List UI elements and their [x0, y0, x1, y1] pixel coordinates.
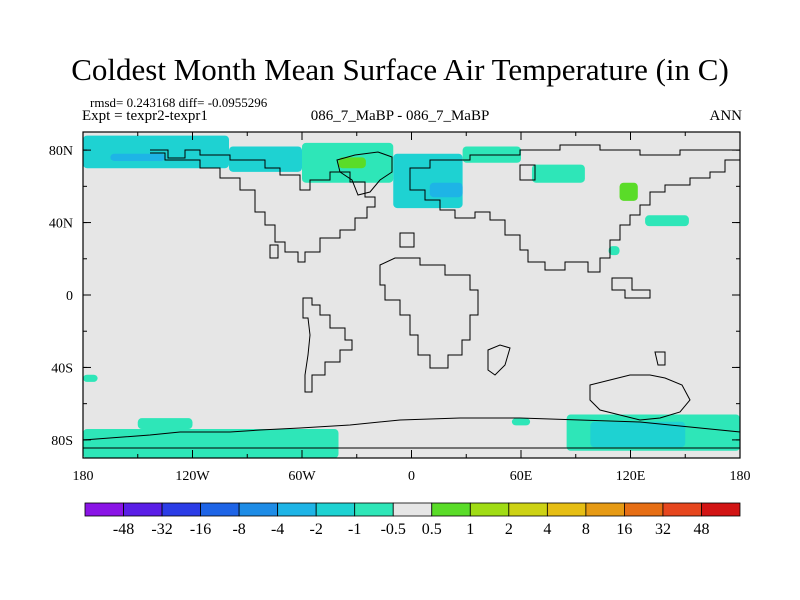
colorbar-label-15: 48: [693, 521, 709, 538]
colorbar-label-4: -4: [271, 521, 284, 538]
coastline-se-asia: [611, 277, 651, 299]
stats-label: rmsd= 0.243168 diff= -0.0955296: [90, 95, 268, 110]
y-axis: 80N 40N 0 40S 80S: [49, 144, 740, 449]
colorbar-box-7: [354, 502, 394, 517]
colorbar-box-8: [392, 502, 433, 517]
colorbar-box-6: [315, 502, 356, 517]
x-tick-label-1: 120W: [175, 469, 210, 484]
anomaly-region-6: [429, 182, 463, 198]
y-tick-label-4: 80S: [51, 434, 73, 449]
colorbar-label-9: 1: [466, 521, 474, 538]
coastline-new-zealand: [654, 351, 666, 366]
anomaly-region-2: [229, 146, 302, 172]
x-tick-label-6: 180: [730, 469, 751, 484]
x-axis: 180 120W 60W 0 60E 120E 180: [73, 132, 751, 484]
colorbar-label-5: -2: [310, 521, 323, 538]
coastline-island-3: [519, 164, 536, 181]
colorbar-label-8: 0.5: [422, 521, 442, 538]
anomaly-region-12: [83, 374, 98, 382]
colorbar-label-0: -48: [113, 521, 134, 538]
coastline-north-america: [150, 149, 376, 263]
anomaly-region-1: [110, 153, 166, 161]
colorbar: -48 -32 -16 -8 -4 -2 -1 -0.5 0.5 1 2 4 8 16 32 48: [84, 502, 741, 538]
coastline-greenland: [336, 151, 393, 196]
x-tick-label-3: 0: [408, 469, 415, 484]
colorbar-label-10: 2: [505, 521, 513, 538]
coastline-eurasia: [409, 144, 741, 273]
colorbar-label-14: 32: [655, 521, 671, 538]
coastline-australia: [589, 374, 691, 421]
colorbar-box-15: [662, 502, 702, 517]
anomaly-region-9: [619, 182, 638, 201]
anomaly-region-13: [83, 429, 339, 458]
colorbar-box-13: [585, 502, 625, 517]
coastline-island-2: [269, 244, 279, 259]
colorbar-box-11: [508, 502, 548, 517]
colorbar-box-16: [701, 502, 741, 517]
colorbar-label-6: -1: [348, 521, 361, 538]
anomaly-region-0: [83, 135, 229, 169]
anomaly-region-4: [338, 157, 366, 169]
chart-title: Coldest Month Mean Surface Air Temperatu…: [71, 52, 729, 87]
colorbar-label-13: 16: [616, 521, 632, 538]
center-label: 086_7_MaBP - 086_7_MaBP: [310, 108, 490, 124]
x-tick-label-4: 60E: [510, 469, 533, 484]
y-tick-label-3: 40S: [51, 361, 73, 376]
colorbar-box-2: [161, 502, 201, 517]
anomaly-region-8: [531, 164, 585, 183]
colorbar-label-1: -32: [151, 521, 172, 538]
colorbar-label-11: 4: [543, 521, 551, 538]
colorbar-label-3: -8: [232, 521, 245, 538]
colorbar-box-12: [546, 502, 587, 517]
colorbar-box-14: [624, 502, 664, 517]
colorbar-box-0: [84, 502, 124, 517]
anomaly-region-10: [608, 246, 620, 256]
coastline-south-america: [302, 297, 353, 393]
anomaly-region-14: [137, 418, 193, 430]
y-tick-label-1: 40N: [49, 217, 73, 232]
colorbar-box-9: [431, 502, 471, 517]
x-tick-label-0: 180: [73, 469, 94, 484]
colorbar-box-1: [123, 502, 163, 517]
coastline-island-1: [399, 232, 415, 248]
season-label: ANN: [709, 108, 743, 124]
colorbar-box-4: [238, 502, 279, 517]
y-tick-label-2: 0: [66, 289, 73, 304]
experiment-label: Expt = texpr2-texpr1: [82, 108, 208, 124]
colorbar-box-3: [200, 502, 240, 517]
anomaly-region-15: [511, 418, 531, 426]
colorbar-label-12: 8: [582, 521, 590, 538]
anomaly-region-17: [590, 421, 686, 448]
x-tick-label-2: 60W: [288, 469, 316, 484]
x-tick-label-5: 120E: [616, 469, 646, 484]
coastline-africa: [379, 257, 479, 369]
colorbar-label-2: -16: [190, 521, 211, 538]
y-tick-label-0: 80N: [49, 144, 73, 159]
colorbar-box-5: [277, 502, 317, 517]
colorbar-box-10: [469, 502, 510, 517]
colorbar-label-7: -0.5: [381, 521, 406, 538]
coastline-madagascar: [487, 344, 511, 376]
anomaly-region-11: [645, 215, 689, 227]
